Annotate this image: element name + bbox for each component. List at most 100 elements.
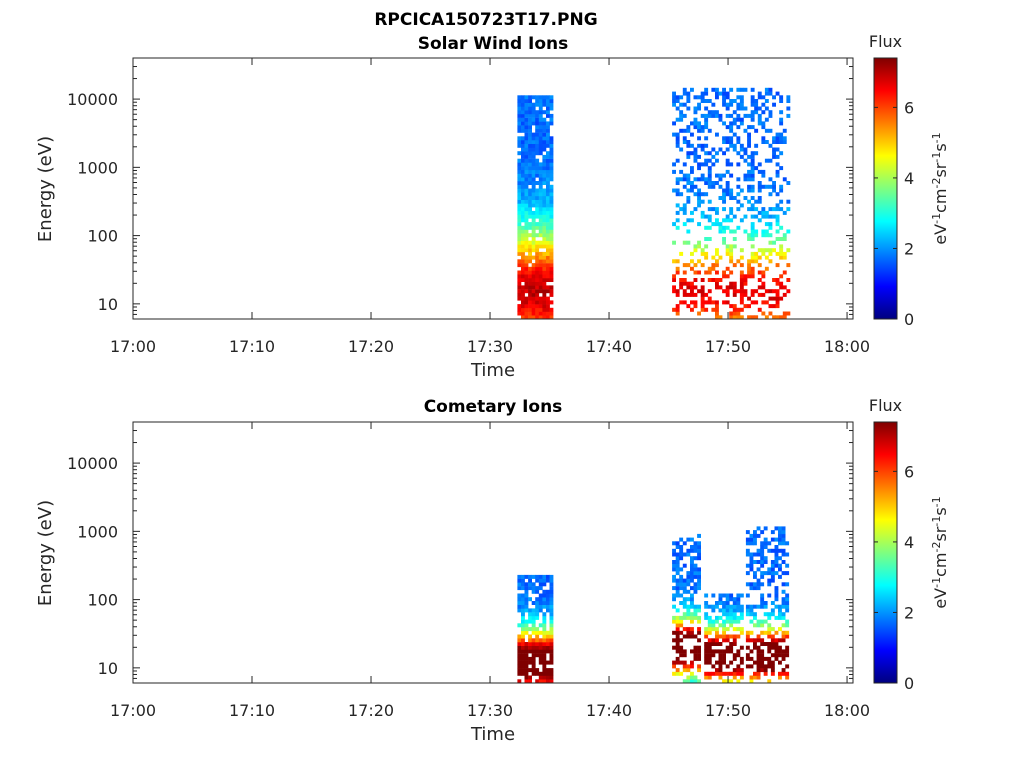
heatmap-cell bbox=[739, 278, 744, 282]
heatmap-cell bbox=[521, 207, 525, 212]
heatmap-cell bbox=[739, 630, 744, 635]
heatmap-cell bbox=[760, 638, 765, 643]
heatmap-cell bbox=[524, 106, 529, 111]
heatmap-cell bbox=[531, 278, 536, 282]
heatmap-cell bbox=[690, 143, 694, 148]
heatmap-cell bbox=[749, 537, 754, 542]
heatmap-cell bbox=[767, 612, 772, 617]
heatmap-cell bbox=[764, 255, 769, 260]
heatmap-cell bbox=[725, 113, 730, 118]
heatmap-cell bbox=[675, 117, 680, 122]
heatmap-cell bbox=[697, 121, 701, 126]
heatmap-cell bbox=[764, 233, 769, 238]
heatmap-cell bbox=[682, 210, 687, 215]
heatmap-cell bbox=[535, 222, 540, 227]
heatmap-cell bbox=[760, 556, 765, 561]
heatmap-cell bbox=[774, 593, 779, 598]
heatmap-cell bbox=[679, 110, 684, 115]
heatmap-cell bbox=[697, 556, 701, 561]
heatmap-cell bbox=[736, 113, 741, 118]
heatmap-cell bbox=[517, 668, 522, 673]
heatmap-cell bbox=[531, 664, 536, 669]
heatmap-cell bbox=[690, 619, 694, 624]
heatmap-cell bbox=[521, 255, 525, 260]
heatmap-cell bbox=[700, 248, 705, 253]
heatmap-cell bbox=[675, 649, 680, 654]
heatmap-cell bbox=[531, 229, 536, 234]
heatmap-cell bbox=[531, 274, 536, 279]
heatmap-cell bbox=[528, 99, 532, 103]
heatmap-cell bbox=[524, 188, 529, 193]
heatmap-cell bbox=[786, 99, 791, 103]
heatmap-cell bbox=[745, 548, 750, 553]
heatmap-cell bbox=[779, 251, 784, 256]
heatmap-cell bbox=[535, 586, 540, 591]
heatmap-cell bbox=[528, 240, 532, 245]
heatmap-cell bbox=[675, 582, 680, 587]
heatmap-cell bbox=[531, 136, 536, 141]
heatmap-cell bbox=[697, 199, 701, 204]
heatmap-cell bbox=[763, 526, 768, 531]
y-tick-label: 10 bbox=[98, 295, 118, 314]
heatmap-cell bbox=[521, 627, 525, 632]
heatmap-cell bbox=[521, 240, 525, 245]
heatmap-cell bbox=[718, 608, 723, 613]
heatmap-cell bbox=[770, 571, 775, 576]
heatmap-cell bbox=[528, 612, 532, 617]
heatmap-cell bbox=[739, 99, 744, 103]
heatmap-cell bbox=[697, 136, 701, 141]
heatmap-cell bbox=[781, 638, 786, 643]
heatmap-cell bbox=[711, 649, 716, 654]
heatmap-cell bbox=[538, 177, 543, 182]
heatmap-cell bbox=[715, 304, 719, 309]
heatmap-cell bbox=[549, 263, 554, 268]
heatmap-cell bbox=[743, 292, 748, 297]
heatmap-cell bbox=[761, 125, 766, 130]
heatmap-cell bbox=[707, 615, 712, 620]
heatmap-cell bbox=[725, 102, 730, 107]
heatmap-cell bbox=[517, 117, 522, 122]
heatmap-cell bbox=[749, 675, 754, 680]
heatmap-cell bbox=[524, 222, 529, 227]
heatmap-cell bbox=[725, 140, 730, 144]
heatmap-cell bbox=[745, 593, 750, 598]
heatmap-cell bbox=[528, 102, 532, 107]
heatmap-cell bbox=[675, 266, 680, 271]
heatmap-cell bbox=[549, 251, 554, 256]
heatmap-cell bbox=[711, 207, 716, 212]
heatmap-cell bbox=[704, 192, 709, 197]
heatmap-cell bbox=[729, 285, 734, 290]
heatmap-cell bbox=[763, 537, 768, 542]
heatmap-cell bbox=[704, 125, 709, 130]
heatmap-cell bbox=[542, 240, 547, 245]
heatmap-cell bbox=[722, 649, 726, 654]
heatmap-cell bbox=[675, 225, 680, 230]
heatmap-cell bbox=[546, 608, 550, 613]
heatmap-cell bbox=[517, 608, 522, 613]
heatmap-cell bbox=[753, 533, 757, 538]
heatmap-cell bbox=[760, 630, 765, 635]
heatmap-cell bbox=[524, 285, 529, 290]
heatmap-cell bbox=[754, 233, 759, 238]
heatmap-cell bbox=[732, 604, 737, 609]
heatmap-cell bbox=[718, 255, 723, 260]
heatmap-cell bbox=[763, 664, 768, 669]
heatmap-cell bbox=[535, 266, 540, 271]
heatmap-cell bbox=[524, 668, 529, 673]
heatmap-cell bbox=[700, 199, 705, 204]
heatmap-cell bbox=[768, 207, 773, 212]
heatmap-cell bbox=[517, 188, 522, 193]
heatmap-cell bbox=[538, 597, 543, 602]
heatmap-cell bbox=[521, 638, 525, 643]
heatmap-cell bbox=[542, 132, 547, 137]
heatmap-cell bbox=[715, 660, 719, 665]
heatmap-cell bbox=[549, 117, 554, 122]
heatmap-cell bbox=[739, 95, 744, 100]
heatmap-cell bbox=[675, 615, 680, 620]
heatmap-cell bbox=[775, 281, 780, 286]
heatmap-cell bbox=[774, 589, 779, 594]
heatmap-cell bbox=[531, 225, 536, 230]
heatmap-cell bbox=[546, 307, 550, 312]
heatmap-cell bbox=[782, 177, 787, 182]
heatmap-cell bbox=[704, 660, 709, 665]
